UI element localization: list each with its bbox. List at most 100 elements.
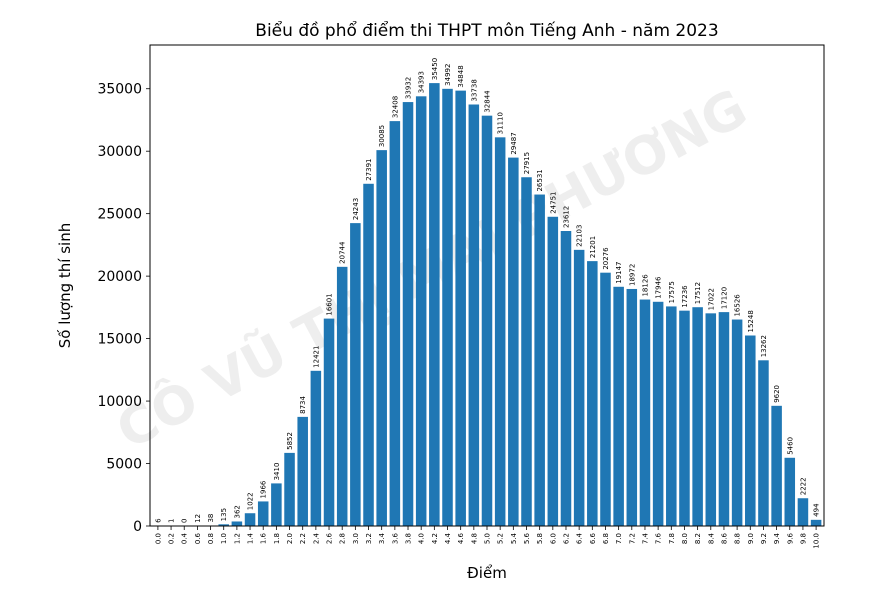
- x-tick-label: 3.0: [352, 533, 360, 544]
- bar-value-label: 5852: [286, 432, 294, 450]
- x-tick-label: 5.2: [497, 533, 505, 544]
- bar-8.6: [718, 312, 730, 526]
- bar-value-label: 17946: [655, 276, 663, 299]
- x-tick-label: 6.6: [589, 532, 597, 544]
- x-tick-label: 4.8: [470, 533, 478, 544]
- x-tick-label: 9.0: [747, 533, 755, 544]
- y-axis-title: Số lượng thí sinh: [56, 223, 74, 348]
- bar-9.0: [745, 335, 756, 526]
- x-tick-label: 3.8: [405, 533, 413, 544]
- bar-value-label: 24243: [352, 198, 360, 220]
- x-tick-label: 7.4: [641, 532, 649, 544]
- x-tick-label: 1.2: [233, 533, 241, 544]
- x-tick-label: 2.2: [299, 533, 307, 544]
- x-tick-label: 9.4: [773, 532, 781, 544]
- x-tick-label: 9.8: [799, 533, 807, 544]
- bar-5.0: [481, 115, 493, 526]
- x-tick-label: 5.0: [484, 533, 492, 544]
- bar-value-label: 19147: [615, 262, 623, 284]
- bar-value-label: 26531: [536, 169, 544, 191]
- bar-value-label: 32408: [391, 96, 399, 118]
- bar-1.0: [218, 524, 229, 526]
- bar-value-label: 20276: [602, 247, 610, 270]
- bar-4.2: [429, 83, 440, 526]
- bar-7.2: [626, 288, 638, 526]
- bar-value-label: 17575: [668, 281, 676, 303]
- bar-value-label: 17512: [694, 282, 702, 304]
- x-tick-label: 0.4: [181, 532, 189, 544]
- x-tick-label: 9.6: [786, 532, 794, 544]
- x-tick-label: 8.8: [734, 533, 742, 544]
- bar-8.4: [705, 313, 717, 526]
- bar-9.6: [784, 457, 796, 526]
- bar-2.8: [336, 266, 348, 526]
- bar-value-label: 24751: [549, 191, 557, 213]
- x-tick-label: 6.8: [602, 533, 610, 544]
- x-tick-label: 1.4: [247, 532, 255, 544]
- bar-4.0: [415, 96, 427, 527]
- x-tick-label: 6.2: [562, 533, 570, 544]
- bar-value-label: 9620: [773, 385, 781, 403]
- x-tick-label: 0.8: [207, 533, 215, 544]
- bar-value-label: 12: [194, 514, 202, 523]
- bar-5.8: [534, 194, 545, 526]
- bar-6.6: [587, 261, 598, 526]
- x-tick-label: 7.2: [628, 533, 636, 544]
- x-tick-label: 6.0: [549, 533, 557, 544]
- bar-9.8: [797, 498, 809, 526]
- bar-2.2: [297, 416, 308, 526]
- bar-value-label: 30085: [378, 125, 386, 147]
- bar-6.0: [547, 216, 559, 526]
- x-tick-label: 2.8: [339, 533, 347, 544]
- bar-value-label: 32844: [484, 90, 492, 113]
- bar-6.2: [560, 231, 572, 526]
- bar-9.2: [758, 360, 769, 526]
- bar-2.4: [310, 370, 322, 526]
- bar-value-label: 34848: [457, 65, 465, 87]
- bar-5.4: [508, 157, 519, 526]
- y-tick-label: 10000: [97, 394, 142, 410]
- y-tick-label: 15000: [97, 332, 142, 348]
- bar-4.4: [442, 88, 453, 527]
- bar-value-label: 35450: [431, 58, 439, 80]
- x-tick-label: 3.2: [365, 533, 373, 544]
- x-axis: 0.0 0.2 0.4 0.6 0.8 1.0 1.2 1.4 1.6 1.8 2.0 2.2 2.4 2…: [154, 526, 821, 549]
- bar-8.0: [679, 310, 690, 526]
- bar-value-label: 22103: [576, 225, 584, 247]
- bar-8.8: [731, 319, 743, 526]
- bar-value-label: 2222: [799, 477, 807, 495]
- x-tick-label: 4.0: [418, 533, 426, 544]
- bar-7.4: [639, 299, 651, 526]
- bar-labels-group: 6 1 0 12 38 135 362 1022 1966 3410 5852 8734 12421 16…: [154, 58, 820, 523]
- bar-1.6: [257, 501, 269, 526]
- bar-3.0: [350, 223, 361, 526]
- bar-7.0: [613, 286, 624, 526]
- bar-2.6: [323, 318, 335, 526]
- bar-value-label: 13262: [760, 335, 768, 357]
- bar-value-label: 5460: [786, 437, 794, 455]
- bar-6.4: [573, 249, 585, 527]
- bar-value-label: 23612: [562, 206, 570, 228]
- bar-8.2: [692, 307, 703, 526]
- bar-value-label: 29487: [510, 132, 518, 154]
- x-axis-title: Điểm: [467, 564, 507, 582]
- bar-value-label: 3410: [273, 463, 281, 481]
- bar-value-label: 33738: [470, 79, 478, 101]
- x-tick-label: 8.4: [707, 532, 715, 544]
- bar-7.8: [666, 306, 677, 526]
- bar-3.6: [389, 121, 401, 526]
- bar-value-label: 21201: [589, 236, 597, 258]
- x-tick-label: 0.0: [154, 533, 162, 544]
- bar-value-label: 362: [233, 505, 241, 518]
- bar-1.4: [244, 513, 256, 526]
- x-tick-label: 7.6: [655, 532, 663, 544]
- y-tick-label: 30000: [97, 144, 142, 160]
- bar-6.8: [600, 272, 611, 526]
- bar-value-label: 8734: [299, 396, 307, 414]
- bar-value-label: 6: [154, 518, 162, 523]
- x-tick-label: 6.4: [576, 532, 584, 544]
- bar-1.8: [271, 483, 282, 526]
- bar-3.8: [402, 102, 414, 526]
- x-tick-label: 0.6: [194, 532, 202, 544]
- bar-value-label: 494: [813, 503, 821, 517]
